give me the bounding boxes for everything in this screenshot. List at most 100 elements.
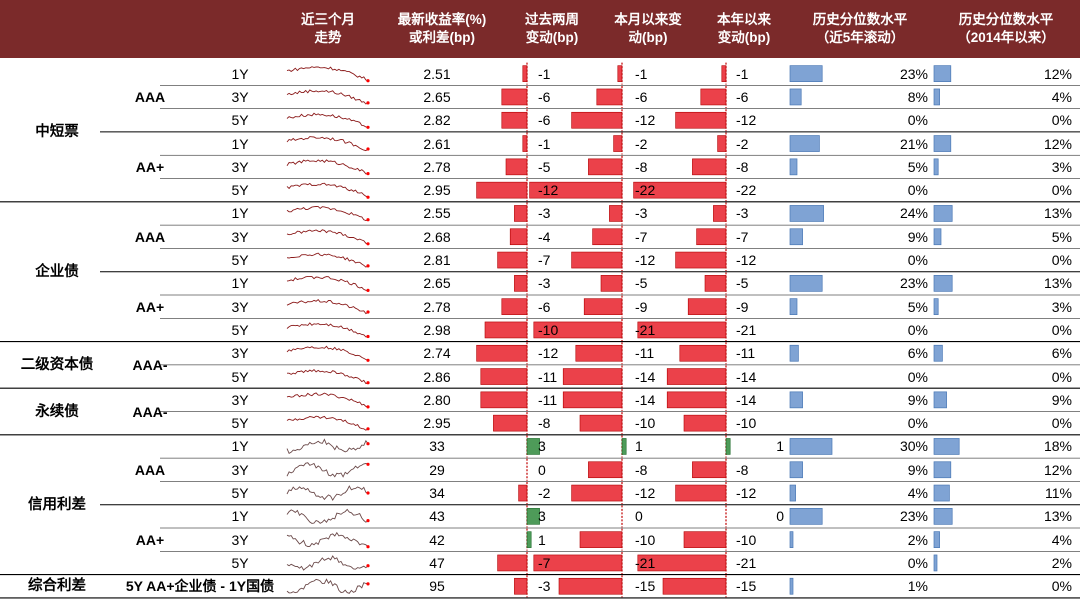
chg-mtd-bar: [562, 368, 623, 385]
pct-5y-value: 8%: [907, 88, 928, 105]
sparkline-end-marker: [366, 242, 370, 246]
chg-ytd-value: -12: [736, 252, 757, 269]
chg-mtd-value: -22: [635, 182, 656, 199]
sparkline: [286, 112, 369, 128]
chg-2w-value: -10: [538, 321, 559, 338]
latest-value: 2.65: [423, 88, 451, 105]
chg-mtd-bar: [613, 135, 623, 152]
chg-ytd-value: -8: [736, 158, 749, 175]
pct-2014-value: 12%: [1043, 461, 1072, 478]
chg-ytd-value: -1: [736, 65, 749, 82]
chg-mtd-bar: [592, 228, 623, 246]
chg-ytd-bar: [637, 321, 727, 339]
chg-ytd-value: -12: [736, 485, 757, 502]
latest-value: 2.78: [423, 298, 451, 315]
pct-5y-value: 21%: [899, 135, 928, 152]
chg-mtd-bar: [533, 554, 623, 572]
chg-2w-value: -2: [538, 485, 551, 502]
chg-mtd-value: 0: [635, 508, 643, 525]
chg-mtd-bar: [617, 65, 623, 82]
pct-2014-bar: [933, 344, 943, 362]
sparkline: [286, 89, 369, 105]
pct-2014-bar: [933, 298, 939, 315]
chg-ytd-value: 1: [776, 438, 784, 455]
sparkline-end-marker: [366, 442, 370, 446]
pct-5y-bar: [789, 135, 820, 152]
chg-mtd-value: -12: [635, 252, 656, 269]
grade-label: AAA: [134, 228, 166, 245]
chg-mtd-value: -5: [635, 275, 648, 292]
pct-5y-bar: [789, 298, 798, 315]
sparkline-end-marker: [366, 582, 370, 586]
sparkline-end-marker: [366, 147, 370, 151]
chg-mtd-bar: [529, 181, 623, 199]
sparkline-end-marker: [366, 264, 370, 268]
chg-ytd-value: -7: [736, 228, 749, 245]
header-latest-line2: 或利差(bp): [409, 30, 475, 45]
pct-5y-bar: [789, 65, 823, 83]
pct-5y-value: 2%: [907, 531, 928, 548]
pct-2014-bar: [933, 484, 950, 502]
chg-2w-bar: [509, 228, 528, 246]
chg-mtd-value: -14: [635, 368, 656, 385]
chg-ytd-value: -15: [736, 578, 757, 595]
chg-mtd-bar: [575, 344, 623, 362]
grade-label: 5Y AA+企业债 - 1Y国债: [125, 578, 275, 595]
pct-2014-value: 0%: [1051, 112, 1072, 129]
latest-value: 2.68: [423, 228, 451, 245]
sparkline-end-marker: [366, 491, 370, 495]
header-mtd-line2: 动(bp): [628, 30, 668, 45]
sparkline-end-marker: [366, 310, 370, 314]
term-label: 3Y: [231, 88, 249, 105]
chg-mtd-value: 1: [635, 438, 643, 455]
chg-2w-value: -3: [538, 578, 551, 595]
sparkline: [286, 136, 369, 152]
grade-label: AA+: [135, 531, 165, 548]
pct-5y-value: 6%: [907, 345, 928, 362]
chg-ytd-bar: [675, 251, 727, 269]
chg-ytd-bar: [725, 438, 731, 455]
chg-ytd-bar: [666, 368, 727, 385]
header-ytd-line1: 本年以来: [717, 12, 771, 27]
chg-mtd-value: -10: [635, 531, 656, 548]
term-label: 5Y: [231, 368, 249, 385]
latest-value: 29: [429, 461, 445, 478]
sparkline-end-marker: [366, 101, 370, 105]
chg-ytd-value: -21: [736, 554, 757, 571]
header-pct-5y: 历史分位数水平 （近5年滚动）: [786, 0, 934, 58]
chg-ytd-value: -8: [736, 461, 749, 478]
sparkline: [286, 298, 369, 315]
chg-2w-bar: [497, 251, 528, 269]
chg-2w-value: -8: [538, 415, 551, 432]
sparkline: [286, 322, 369, 338]
table-header: 近三个月 走势 最新收益率(%) 或利差(bp) 过去两周 变动(bp) 本月以…: [0, 0, 1080, 58]
chg-2w-value: -6: [538, 298, 551, 315]
header-pct-2014: 历史分位数水平 （2014年以来）: [932, 0, 1080, 58]
pct-2014-value: 13%: [1043, 205, 1072, 222]
chg-2w-bar: [514, 275, 528, 292]
sparkline-end-marker: [366, 195, 370, 199]
chg-ytd-value: -14: [736, 391, 757, 408]
pct-2014-bar: [933, 88, 940, 106]
chg-ytd-value: -9: [736, 298, 749, 315]
chg-mtd-bar: [588, 158, 623, 176]
sparkline: [286, 485, 369, 502]
chg-2w-value: 3: [538, 508, 546, 525]
sparkline-end-marker: [366, 405, 370, 409]
sparkline-end-marker: [366, 427, 370, 431]
chg-2w-bar: [476, 181, 528, 199]
sparkline: [286, 392, 369, 408]
pct-2014-value: 0%: [1051, 415, 1072, 432]
chg-2w-bar: [526, 508, 540, 525]
chg-ytd-bar: [700, 88, 727, 106]
chg-2w-bar: [518, 484, 528, 502]
chg-2w-bar: [501, 88, 528, 106]
sparkline-end-marker: [366, 519, 370, 523]
pct-5y-bar: [789, 344, 799, 362]
chg-ytd-bar: [696, 228, 727, 246]
grade-label: AAA: [134, 461, 166, 478]
chg-mtd-value: -9: [635, 298, 648, 315]
pct-2014-value: 12%: [1043, 65, 1072, 82]
category-label: 综合利差: [28, 578, 86, 595]
term-label: 1Y: [231, 205, 249, 222]
